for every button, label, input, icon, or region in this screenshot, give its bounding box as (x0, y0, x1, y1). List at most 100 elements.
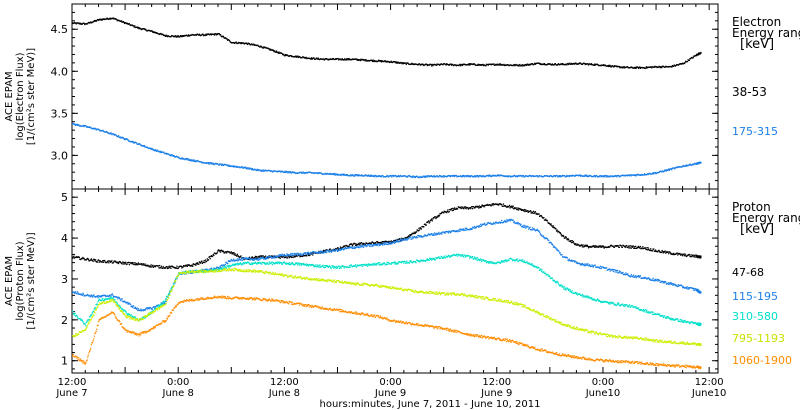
data-point (461, 176, 463, 178)
data-point (522, 175, 525, 177)
data-point (232, 260, 234, 262)
data-point (643, 174, 645, 176)
data-point (683, 62, 686, 64)
data-point (622, 271, 624, 274)
data-point (83, 22, 85, 25)
data-point (294, 264, 296, 266)
data-point (249, 259, 251, 261)
data-point (388, 60, 390, 63)
data-point (653, 279, 655, 281)
data-point (400, 62, 403, 64)
data-point (73, 312, 75, 315)
data-point (525, 63, 527, 66)
data-point (587, 175, 589, 177)
data-point (474, 227, 476, 229)
data-point (593, 246, 596, 248)
data-point (656, 278, 658, 280)
data-point (289, 262, 291, 264)
data-point (245, 262, 248, 265)
data-point (187, 34, 190, 36)
data-point (92, 260, 94, 262)
data-point (379, 175, 382, 177)
data-point (342, 173, 344, 175)
data-point (473, 175, 476, 177)
data-point (219, 33, 222, 36)
data-point (401, 62, 403, 65)
data-point (680, 254, 682, 256)
data-point (82, 124, 85, 127)
data-point (616, 271, 618, 273)
data-point (425, 224, 427, 226)
data-point (130, 314, 132, 316)
data-point (602, 266, 604, 268)
data-point (263, 262, 265, 264)
data-point (525, 227, 527, 229)
data-point (97, 294, 100, 297)
data-point (609, 64, 611, 67)
data-point (219, 249, 221, 252)
data-point (441, 233, 443, 235)
data-point (688, 287, 690, 289)
data-point (364, 244, 366, 246)
data-point (126, 312, 128, 315)
data-point (450, 231, 453, 233)
data-point (222, 266, 224, 268)
data-point (587, 245, 589, 248)
data-point (306, 263, 309, 266)
data-point (459, 65, 462, 67)
data-point (165, 297, 167, 300)
data-point (243, 43, 246, 45)
data-point (149, 147, 152, 150)
data-point (152, 31, 155, 33)
data-point (157, 149, 159, 151)
data-point (662, 251, 664, 253)
data-point (692, 56, 695, 58)
data-point (329, 265, 331, 267)
data-point (695, 288, 697, 291)
data-point (652, 277, 654, 280)
data-point (88, 295, 91, 297)
data-point (208, 256, 211, 258)
data-point (122, 308, 124, 311)
data-point (324, 266, 327, 268)
data-point (505, 221, 507, 223)
data-point (330, 250, 332, 252)
data-point (505, 219, 508, 221)
data-point (487, 174, 490, 177)
data-point (570, 63, 572, 65)
data-point (440, 212, 442, 215)
data-point (560, 63, 563, 65)
data-point (516, 222, 518, 224)
data-point (693, 256, 695, 258)
data-point (519, 223, 521, 225)
data-point (675, 284, 677, 286)
data-point (338, 248, 340, 250)
data-point (284, 262, 287, 264)
data-point (394, 241, 396, 243)
data-point (411, 176, 413, 179)
data-point (335, 267, 337, 269)
data-point (208, 163, 211, 165)
data-point (385, 243, 388, 246)
data-point (670, 282, 672, 284)
data-point (684, 253, 686, 255)
data-point (161, 302, 164, 304)
data-point (288, 171, 290, 173)
data-point (668, 283, 670, 286)
data-point (430, 219, 432, 221)
data-point (373, 59, 375, 62)
data-point (210, 162, 212, 164)
data-point (552, 225, 555, 227)
data-point (309, 254, 311, 257)
data-point (525, 209, 527, 211)
data-point (469, 63, 471, 65)
data-point (642, 246, 644, 248)
data-point (201, 262, 204, 264)
data-point (270, 262, 272, 264)
data-point (147, 307, 149, 309)
data-point (700, 292, 702, 294)
data-point (313, 265, 316, 267)
data-point (154, 265, 156, 267)
data-point (306, 251, 309, 254)
data-point (341, 59, 343, 61)
